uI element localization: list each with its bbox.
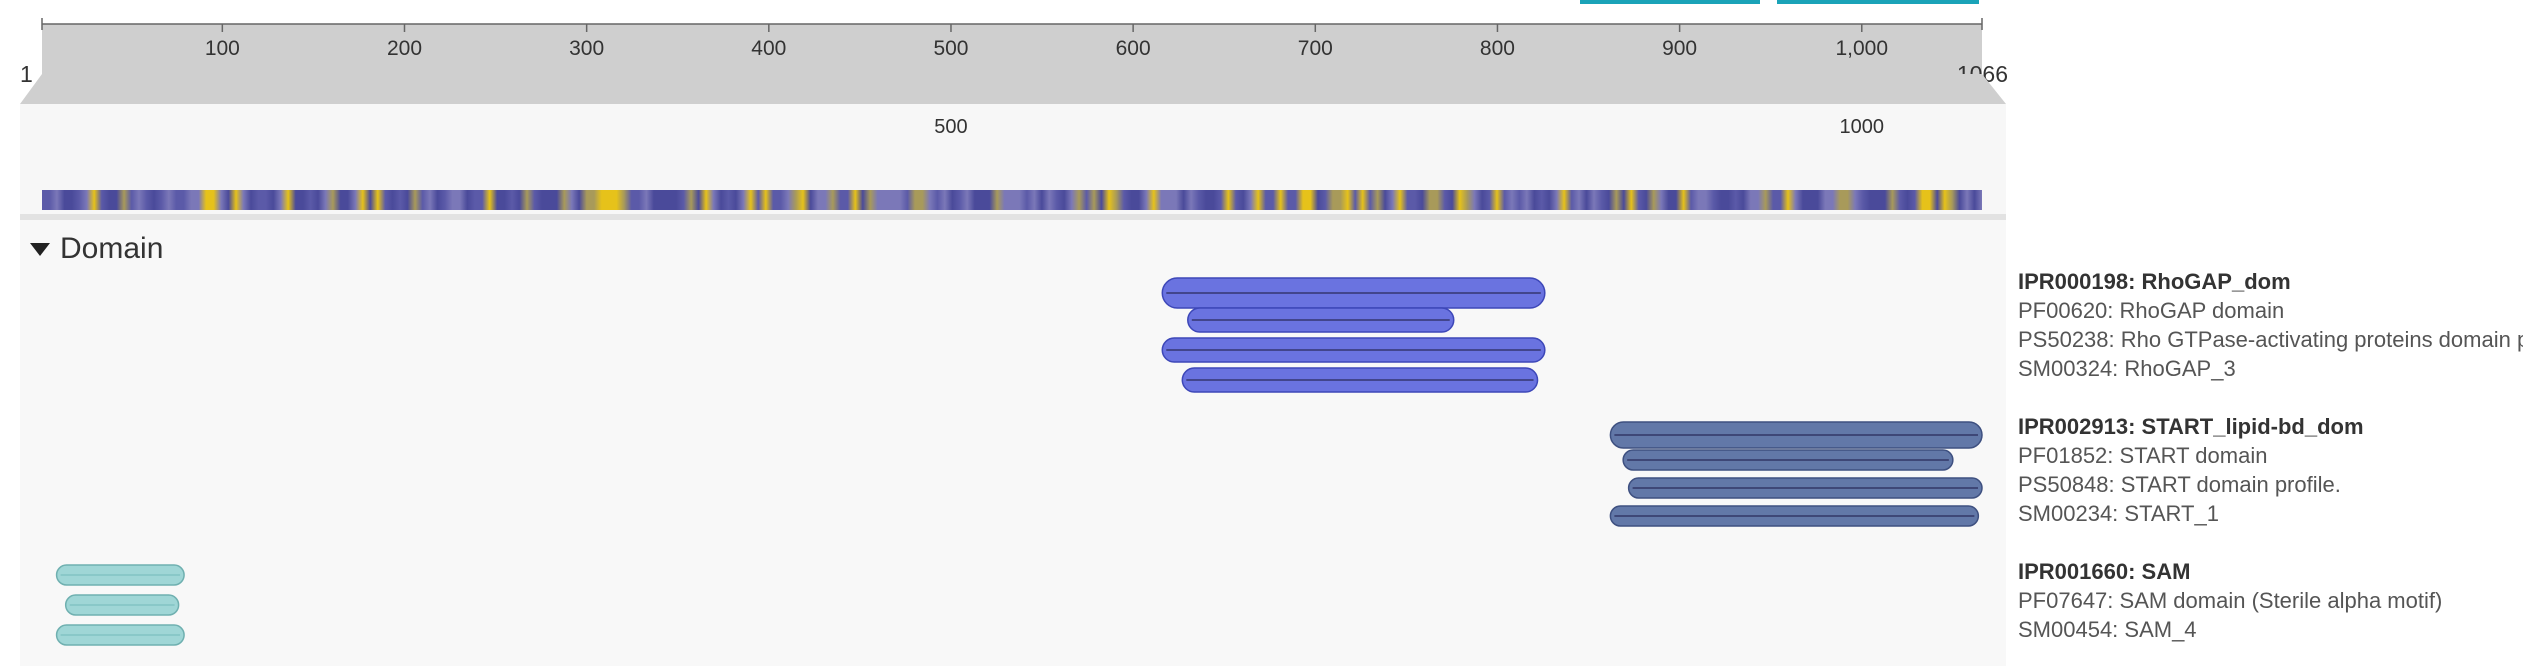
ruler-tick-label: 200 [387, 37, 422, 60]
legend-match[interactable]: PS50238: Rho GTPase-activating proteins … [2018, 327, 2523, 352]
triangle-down-icon [30, 242, 50, 256]
legend-match[interactable]: SM00324: RhoGAP_3 [2018, 356, 2236, 381]
legend-match[interactable]: SM00454: SAM_4 [2018, 617, 2197, 642]
zoom-window[interactable] [20, 74, 2006, 104]
ruler-tick-label: 800 [1480, 37, 1515, 60]
ruler-tick-label: 400 [751, 37, 786, 60]
legend-entry-header[interactable]: IPR000198: RhoGAP_dom [2018, 269, 2291, 294]
top-button-left[interactable] [1580, 0, 1760, 4]
ruler-start-label: 1 [20, 61, 33, 87]
legend-match[interactable]: PF01852: START domain [2018, 443, 2268, 468]
zoom-tick-label: 500 [934, 116, 967, 138]
ruler-tick-label: 700 [1298, 37, 1333, 60]
domain-section-toggle[interactable]: Domain [30, 232, 163, 266]
ruler-tick-label: 1,000 [1835, 37, 1888, 60]
ruler-tick-label: 100 [205, 37, 240, 60]
domain-section-title: Domain [60, 232, 164, 265]
legend-match[interactable]: PF07647: SAM domain (Sterile alpha motif… [2018, 588, 2443, 613]
ruler-tick-label: 900 [1662, 37, 1697, 60]
sequence-heat-strip [42, 190, 1982, 210]
section-divider [20, 214, 2006, 220]
zoom-tick-label: 1000 [1840, 116, 1885, 138]
legend-match[interactable]: PF00620: RhoGAP domain [2018, 298, 2285, 323]
ruler-band [42, 24, 1982, 74]
legend-rhogap: IPR000198: RhoGAP_dom PF00620: RhoGAP do… [2018, 267, 2523, 383]
legend-match[interactable]: PS50848: START domain profile. [2018, 472, 2341, 497]
top-button-right[interactable] [1777, 0, 1979, 4]
ruler-tick-label: 600 [1116, 37, 1151, 60]
ruler-tick-label: 300 [569, 37, 604, 60]
legend-start: IPR002913: START_lipid-bd_dom PF01852: S… [2018, 412, 2523, 528]
legend-sam: IPR001660: SAM PF07647: SAM domain (Ster… [2018, 557, 2523, 644]
legend-entry-header[interactable]: IPR001660: SAM [2018, 559, 2191, 584]
legend-match[interactable]: SM00234: START_1 [2018, 501, 2219, 526]
ruler-tick-label: 500 [933, 37, 968, 60]
legend-entry-header[interactable]: IPR002913: START_lipid-bd_dom [2018, 414, 2364, 439]
